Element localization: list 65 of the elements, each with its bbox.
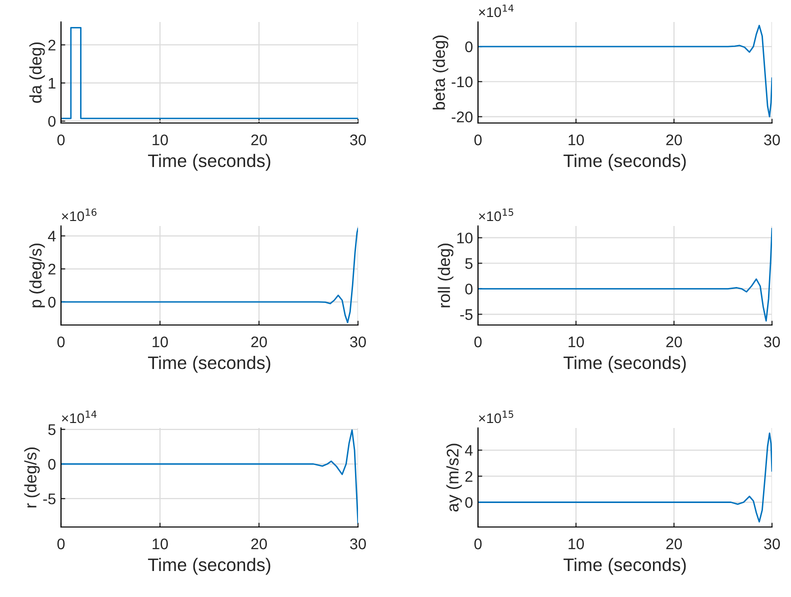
y-tick-label: -5 bbox=[460, 309, 472, 320]
x-tick-label: 30 bbox=[350, 336, 366, 348]
line-series bbox=[61, 228, 358, 324]
x-tick-label: 10 bbox=[152, 336, 168, 348]
x-tick-label: 20 bbox=[251, 538, 267, 550]
y-tick-label: 4 bbox=[48, 230, 56, 242]
y-axis-title: roll (deg) bbox=[438, 244, 454, 308]
x-axis-title: Time (seconds) bbox=[564, 154, 686, 171]
y-tick-label: -10 bbox=[452, 76, 473, 88]
y-tick-label: -5 bbox=[43, 494, 56, 504]
x-tick-label: 30 bbox=[350, 134, 366, 146]
text: ×10$^{15}$ bbox=[478, 410, 514, 424]
text: ×10$^{14}$ bbox=[478, 4, 514, 18]
x-axis-title: Time (seconds) bbox=[148, 558, 270, 575]
x-tick-label: 10 bbox=[152, 134, 168, 146]
line-series bbox=[478, 432, 772, 522]
y-axis-title: da (deg) bbox=[29, 42, 45, 103]
line-series bbox=[478, 228, 772, 322]
x-tick-label: 30 bbox=[764, 134, 780, 146]
y-tick-label: 2 bbox=[48, 40, 56, 50]
line-series bbox=[478, 24, 772, 118]
x-tick-label: 10 bbox=[568, 538, 584, 550]
line-series bbox=[61, 429, 358, 524]
y-tick-label: 10 bbox=[457, 232, 473, 244]
y-axis-title: r (deg/s) bbox=[24, 448, 40, 508]
x-tick-label: 0 bbox=[57, 538, 65, 550]
x-axis-title: Time (seconds) bbox=[148, 356, 270, 373]
text: ×10$^{14}$ bbox=[62, 410, 97, 424]
y-axis-title: p (deg/s) bbox=[29, 244, 45, 308]
text: ×10$^{16}$ bbox=[62, 208, 96, 222]
x-axis-title: Time (seconds) bbox=[564, 356, 686, 373]
x-tick-label: 0 bbox=[474, 538, 482, 550]
text: ×10$^{15}$ bbox=[478, 208, 514, 222]
y-tick-label: 0 bbox=[465, 284, 473, 294]
x-tick-label: 30 bbox=[764, 538, 780, 550]
x-tick-label: 30 bbox=[350, 538, 366, 550]
y-tick-label: 0 bbox=[48, 116, 56, 127]
y-tick-label: 4 bbox=[464, 445, 473, 456]
y-tick-label: 0 bbox=[48, 458, 56, 470]
x-tick-label: 0 bbox=[57, 134, 65, 146]
y-tick-label: 0 bbox=[465, 41, 473, 52]
x-tick-label: 20 bbox=[666, 134, 682, 146]
x-tick-label: 0 bbox=[474, 134, 482, 146]
y-tick-label: 5 bbox=[465, 258, 472, 269]
x-tick-label: 0 bbox=[474, 336, 482, 348]
y-tick-label: 0 bbox=[465, 497, 473, 508]
x-tick-label: 0 bbox=[57, 336, 65, 348]
y-axis-title: beta (deg) bbox=[432, 36, 448, 110]
x-axis-title: Time (seconds) bbox=[148, 154, 270, 171]
x-tick-label: 30 bbox=[764, 336, 780, 348]
y-tick-label: 2 bbox=[465, 471, 472, 482]
y-tick-label: 1 bbox=[48, 78, 56, 89]
y-tick-label: 0 bbox=[48, 296, 56, 308]
x-tick-label: 20 bbox=[251, 336, 267, 348]
x-tick-label: 20 bbox=[251, 134, 267, 146]
x-tick-label: 10 bbox=[568, 134, 584, 146]
y-axis-title: ay (m/s2) bbox=[446, 444, 462, 512]
y-tick-label: -20 bbox=[452, 112, 473, 122]
x-axis-title: Time (seconds) bbox=[564, 558, 686, 575]
x-tick-label: 10 bbox=[152, 538, 168, 550]
x-tick-label: 20 bbox=[666, 538, 682, 550]
y-tick-label: 5 bbox=[48, 424, 56, 436]
y-tick-label: 2 bbox=[48, 264, 56, 274]
x-tick-label: 10 bbox=[568, 336, 584, 348]
x-tick-label: 20 bbox=[666, 336, 682, 348]
